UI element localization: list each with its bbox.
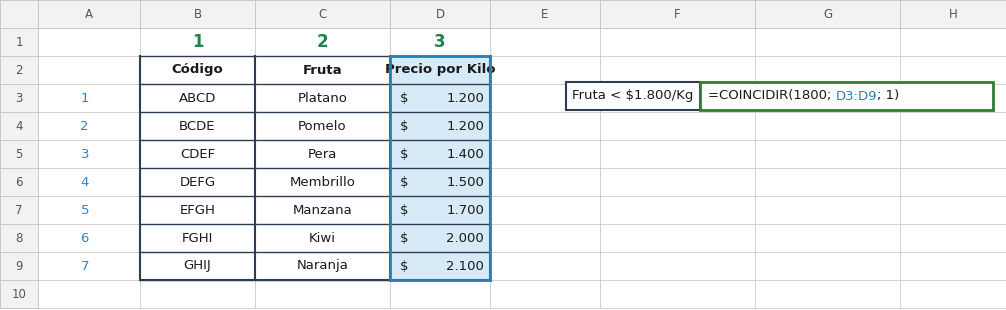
- Text: 1.200: 1.200: [446, 119, 484, 132]
- Bar: [754, 0, 900, 28]
- Text: 2: 2: [15, 64, 23, 77]
- Text: FGHI: FGHI: [182, 232, 213, 245]
- Text: 7: 7: [80, 259, 89, 272]
- Text: $: $: [400, 91, 408, 104]
- Text: $: $: [400, 148, 408, 161]
- Text: 1: 1: [192, 33, 203, 51]
- Bar: [390, 0, 490, 28]
- Text: 10: 10: [11, 287, 26, 300]
- Text: $: $: [400, 232, 408, 245]
- Text: 1.500: 1.500: [446, 175, 484, 188]
- Text: GHIJ: GHIJ: [184, 259, 211, 272]
- Text: 3: 3: [435, 33, 446, 51]
- Bar: [390, 224, 490, 252]
- Text: Platano: Platano: [298, 91, 347, 104]
- Text: DEFG: DEFG: [179, 175, 215, 188]
- Bar: [0, 224, 38, 252]
- Text: 1.700: 1.700: [446, 203, 484, 216]
- Bar: [0, 112, 38, 140]
- Bar: [490, 0, 600, 28]
- Text: D3:D9: D3:D9: [836, 90, 877, 103]
- Bar: [390, 84, 490, 112]
- Text: 5: 5: [80, 203, 89, 216]
- Bar: [0, 168, 38, 196]
- Text: Código: Código: [172, 64, 223, 77]
- Text: 3: 3: [15, 91, 23, 104]
- Bar: [390, 56, 490, 84]
- Text: 6: 6: [80, 232, 89, 245]
- Bar: [0, 0, 38, 28]
- Bar: [0, 140, 38, 168]
- Text: ; 1): ; 1): [877, 90, 899, 103]
- Text: D: D: [436, 7, 445, 20]
- Text: 2.000: 2.000: [447, 232, 484, 245]
- Text: 1.200: 1.200: [446, 91, 484, 104]
- Text: F: F: [674, 7, 681, 20]
- Text: 2: 2: [80, 119, 89, 132]
- Text: 4: 4: [15, 119, 23, 132]
- Text: 2: 2: [317, 33, 328, 51]
- Text: Fruta: Fruta: [303, 64, 342, 77]
- Text: 5: 5: [15, 148, 23, 161]
- Bar: [0, 252, 38, 280]
- Text: Kiwi: Kiwi: [309, 232, 336, 245]
- Bar: [900, 0, 1006, 28]
- Text: $: $: [400, 203, 408, 216]
- Bar: [0, 28, 38, 56]
- Text: Fruta < $1.800/Kg: Fruta < $1.800/Kg: [572, 90, 694, 103]
- Bar: [0, 56, 38, 84]
- Text: $: $: [400, 259, 408, 272]
- Bar: [390, 140, 490, 168]
- Text: Naranja: Naranja: [297, 259, 348, 272]
- Text: 8: 8: [15, 232, 23, 245]
- Text: 9: 9: [15, 259, 23, 272]
- Text: Membrillo: Membrillo: [290, 175, 355, 188]
- Text: 7: 7: [15, 203, 23, 216]
- Text: E: E: [541, 7, 548, 20]
- Text: 1: 1: [80, 91, 89, 104]
- Bar: [390, 252, 490, 280]
- Text: CDEF: CDEF: [180, 148, 215, 161]
- Text: H: H: [949, 7, 958, 20]
- Text: Pera: Pera: [308, 148, 337, 161]
- Text: A: A: [85, 7, 93, 20]
- Bar: [390, 196, 490, 224]
- Text: EFGH: EFGH: [179, 203, 215, 216]
- Bar: [566, 82, 700, 110]
- Text: G: G: [823, 7, 832, 20]
- Bar: [0, 280, 38, 308]
- Bar: [600, 0, 754, 28]
- Text: C: C: [318, 7, 327, 20]
- Bar: [0, 84, 38, 112]
- Bar: [255, 0, 390, 28]
- Text: Precio por Kilo: Precio por Kilo: [384, 64, 495, 77]
- Text: 4: 4: [80, 175, 89, 188]
- Text: $: $: [400, 119, 408, 132]
- Bar: [0, 196, 38, 224]
- Text: $: $: [400, 175, 408, 188]
- Text: 1.400: 1.400: [447, 148, 484, 161]
- Text: 6: 6: [15, 175, 23, 188]
- Text: =COINCIDIR(1800;: =COINCIDIR(1800;: [708, 90, 836, 103]
- Text: Pomelo: Pomelo: [298, 119, 347, 132]
- Text: 3: 3: [80, 148, 89, 161]
- Text: B: B: [193, 7, 201, 20]
- Text: 1: 1: [15, 36, 23, 48]
- Text: Manzana: Manzana: [293, 203, 352, 216]
- Bar: [390, 112, 490, 140]
- Text: BCDE: BCDE: [179, 119, 215, 132]
- Text: 2.100: 2.100: [446, 259, 484, 272]
- Bar: [140, 0, 255, 28]
- Bar: [390, 168, 490, 196]
- Bar: [38, 0, 140, 28]
- Bar: [700, 82, 993, 110]
- Text: ABCD: ABCD: [179, 91, 216, 104]
